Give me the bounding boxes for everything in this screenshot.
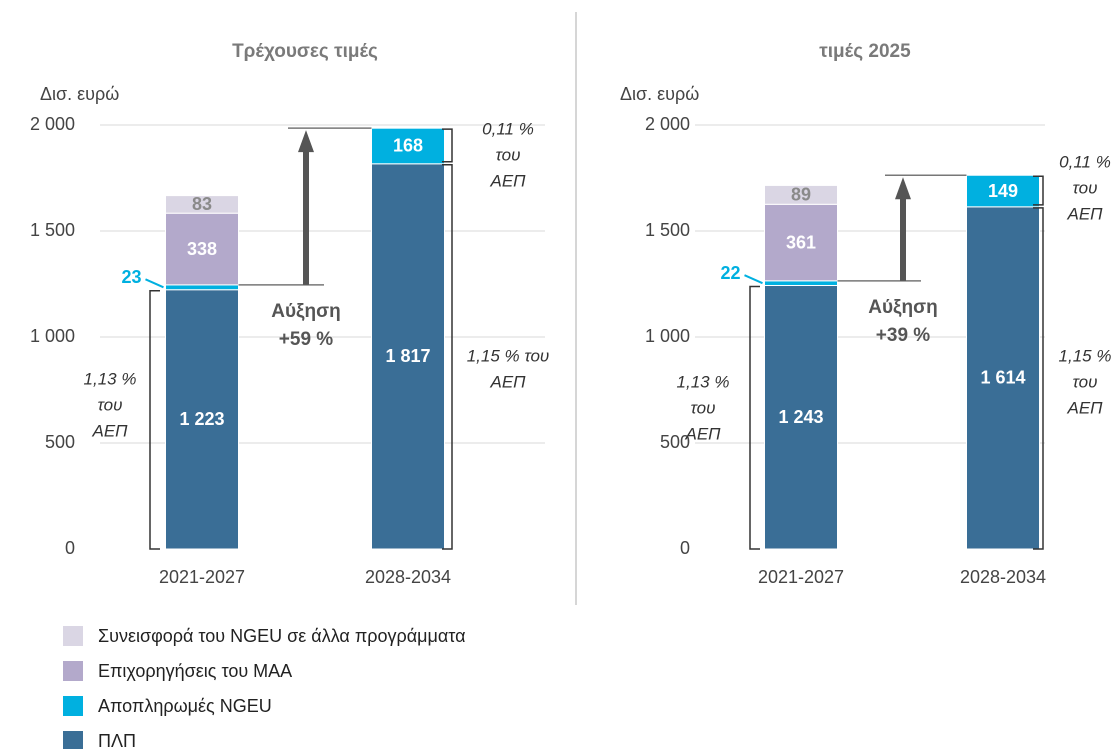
share-label: ΑΕΠ — [1067, 398, 1104, 417]
x-tick-label: 2028-2034 — [365, 567, 451, 587]
data-label: 23 — [121, 267, 141, 287]
y-axis-label: Δισ. ευρώ — [620, 84, 699, 104]
data-label: 1 243 — [778, 407, 823, 427]
y-tick-label: 2 000 — [30, 114, 75, 134]
share-label: 1,13 % — [84, 369, 137, 388]
bar-segment — [165, 289, 239, 550]
data-label: 168 — [393, 136, 423, 156]
share-label: του — [1073, 372, 1098, 391]
y-tick-label: 2 000 — [645, 114, 690, 134]
share-label: 1,13 % — [677, 372, 730, 391]
y-tick-label: 0 — [680, 538, 690, 558]
y-tick-label: 1 500 — [30, 220, 75, 240]
y-tick-label: 500 — [45, 432, 75, 452]
leader-line — [744, 274, 763, 285]
legend-label: Αποπληρωμές NGEU — [98, 696, 272, 716]
share-label: 0,11 % — [1059, 152, 1111, 171]
arrow-head — [298, 130, 314, 153]
y-tick-label: 1 000 — [30, 326, 75, 346]
bar-segment — [764, 184, 838, 205]
bracket — [442, 128, 453, 163]
bar-segment — [371, 127, 445, 165]
bar-segment — [165, 195, 239, 214]
legend-swatch — [63, 626, 83, 646]
increase-label: Αύξηση — [271, 301, 340, 322]
share-label: ΑΕΠ — [1067, 204, 1104, 223]
bar-segment — [764, 284, 838, 550]
share-label: 0,11 % — [482, 119, 534, 138]
y-tick-label: 1 000 — [645, 326, 690, 346]
bar-segment — [165, 284, 239, 291]
share-label: ΑΕΠ — [685, 424, 722, 443]
legend-label: ΠΛΠ — [98, 731, 136, 749]
increase-label: Αύξηση — [868, 297, 937, 318]
share-label: του — [496, 145, 521, 164]
bar-segment — [966, 174, 1040, 208]
bar-segment — [966, 206, 1040, 550]
x-tick-label: 2021-2027 — [159, 567, 245, 587]
bar-segment — [165, 212, 239, 286]
data-label: 22 — [720, 263, 740, 283]
legend-label: Συνεισφορά του NGEU σε άλλα προγράμματα — [98, 626, 466, 646]
share-label: του — [1073, 178, 1098, 197]
arrow-head — [895, 177, 911, 200]
x-tick-label: 2021-2027 — [758, 567, 844, 587]
share-label: ΑΕΠ — [92, 421, 129, 440]
increase-label: +59 % — [279, 329, 334, 350]
legend-label: Επιχορηγήσεις του ΜΑΑ — [98, 661, 292, 681]
legend-swatch — [63, 731, 83, 749]
share-label: του — [98, 395, 123, 414]
legend-swatch — [63, 696, 83, 716]
data-label: 83 — [192, 194, 212, 214]
chart-title: Τρέχουσες τιμές — [232, 41, 378, 62]
bracket — [442, 164, 453, 550]
y-tick-label: 500 — [660, 432, 690, 452]
bracket — [749, 285, 760, 550]
share-label: του — [691, 398, 716, 417]
data-label: 89 — [791, 185, 811, 205]
data-label: 1 223 — [179, 409, 224, 429]
share-label: 1,15 % — [1059, 346, 1112, 365]
legend-swatch — [63, 661, 83, 681]
share-label: ΑΕΠ — [490, 171, 527, 190]
bar-segment — [764, 203, 838, 282]
y-axis-label: Δισ. ευρώ — [40, 84, 119, 104]
bracket — [1033, 175, 1044, 206]
y-tick-label: 0 — [65, 538, 75, 558]
share-label: 1,15 % του — [467, 346, 550, 365]
data-label: 338 — [187, 239, 217, 259]
share-label: ΑΕΠ — [490, 372, 527, 391]
data-label: 1 817 — [385, 346, 430, 366]
bar-segment — [764, 280, 838, 286]
chart-title: τιμές 2025 — [819, 41, 911, 62]
bar-segment — [371, 163, 445, 550]
leader-line — [145, 278, 164, 289]
y-tick-label: 1 500 — [645, 220, 690, 240]
bracket — [1033, 207, 1044, 550]
data-label: 149 — [988, 181, 1018, 201]
data-label: 1 614 — [980, 368, 1025, 388]
bracket — [149, 289, 160, 550]
increase-label: +39 % — [876, 325, 931, 346]
x-tick-label: 2028-2034 — [960, 567, 1046, 587]
data-label: 361 — [786, 232, 816, 252]
